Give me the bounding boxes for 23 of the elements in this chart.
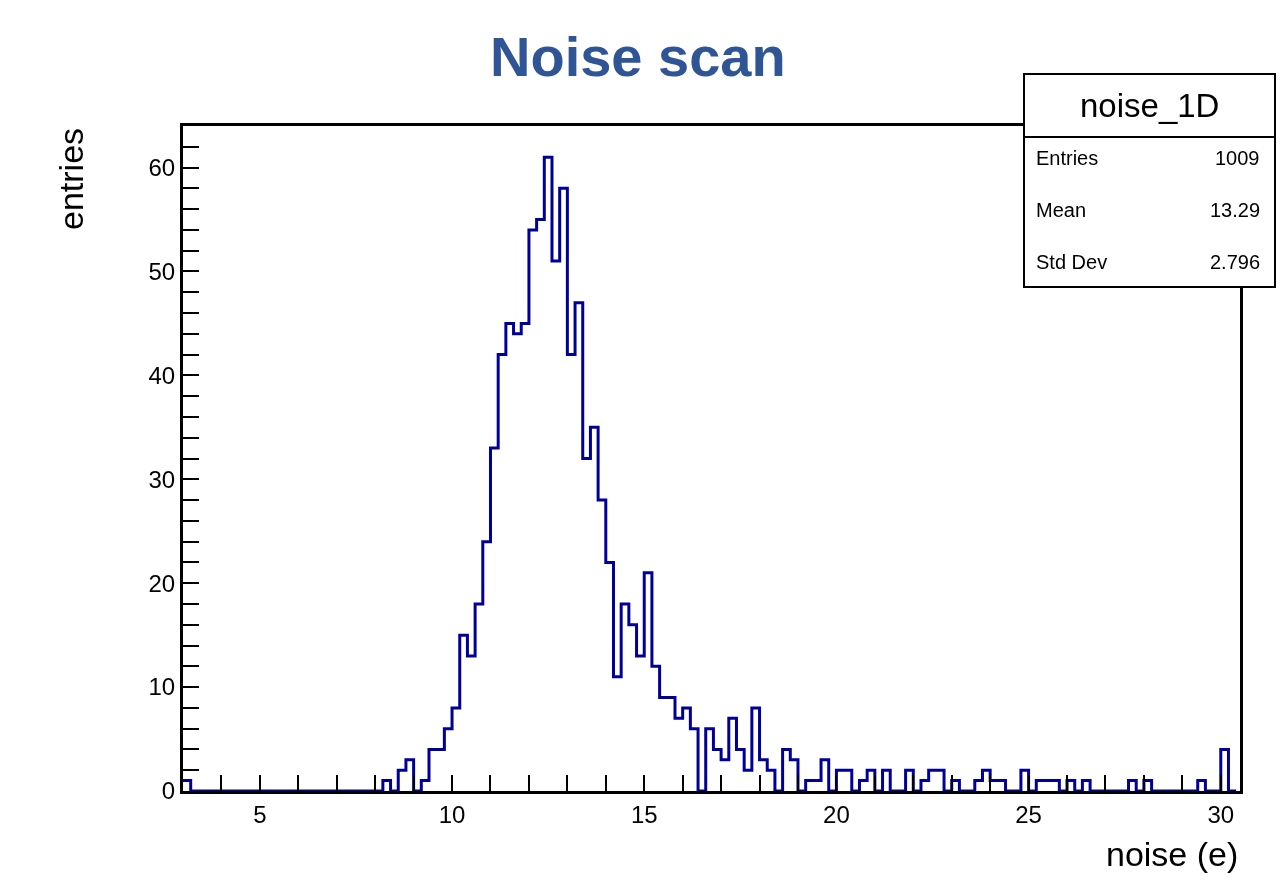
y-tick-label: 40 <box>148 361 176 389</box>
x-tick-label: 20 <box>823 800 850 828</box>
y-tick-label: 20 <box>148 569 176 597</box>
chart-title: Noise scan <box>490 25 786 88</box>
annotation: 2.796 <box>1210 251 1261 273</box>
x-tick-label: 5 <box>253 800 267 828</box>
text: noise_1D <box>1080 87 1220 124</box>
annotation: Mean <box>1036 199 1087 221</box>
x-axis-title: noise (e) <box>1106 835 1239 873</box>
y-tick-label: 50 <box>148 257 176 285</box>
x-tick-label: 30 <box>1207 800 1235 828</box>
y-tick-label: 30 <box>148 465 176 493</box>
y-tick-label: 10 <box>148 673 176 701</box>
annotation: Entries <box>1036 147 1099 169</box>
x-tick-label: 15 <box>630 800 658 828</box>
annotation: 13.29 <box>1210 199 1261 221</box>
y-tick-label: 0 <box>161 777 176 805</box>
x-tick-label: 25 <box>1015 800 1042 828</box>
y-tick-label: 60 <box>148 153 176 181</box>
annotation: Std Dev <box>1036 251 1108 273</box>
y-axis-title: entries <box>52 127 90 230</box>
x-tick-label: 10 <box>438 800 466 828</box>
annotation: 1009 <box>1215 147 1260 169</box>
